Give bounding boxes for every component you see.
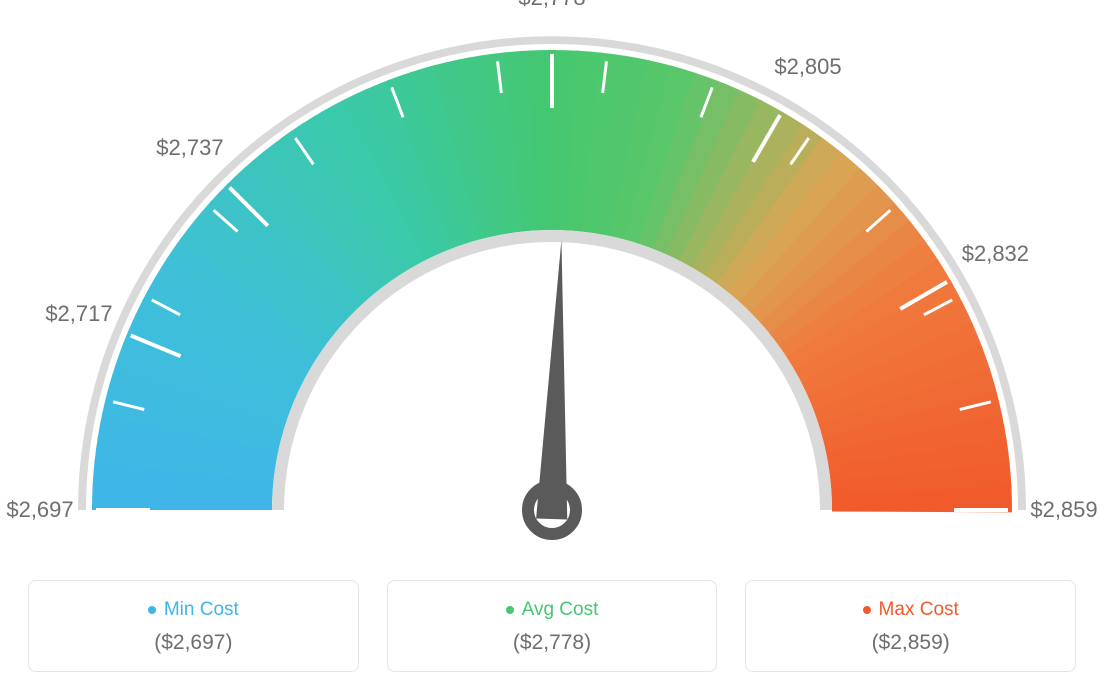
max-cost-title: Max Cost <box>766 599 1055 621</box>
gauge-tick-label: $2,778 <box>518 0 585 11</box>
summary-cards: Min Cost ($2,697) Avg Cost ($2,778) Max … <box>0 580 1104 672</box>
gauge-tick-label: $2,859 <box>1030 497 1097 523</box>
min-cost-card: Min Cost ($2,697) <box>28 580 359 672</box>
gauge-tick-label: $2,805 <box>774 54 841 80</box>
gauge-svg <box>0 0 1104 560</box>
min-cost-value: ($2,697) <box>49 631 338 655</box>
avg-dot-icon <box>506 606 514 614</box>
avg-cost-label: Avg Cost <box>522 599 599 621</box>
gauge-tick-label: $2,832 <box>962 241 1029 267</box>
min-cost-title: Min Cost <box>49 599 338 621</box>
max-dot-icon <box>863 606 871 614</box>
avg-cost-value: ($2,778) <box>408 631 697 655</box>
avg-cost-card: Avg Cost ($2,778) <box>387 580 718 672</box>
gauge-tick-label: $2,717 <box>45 301 112 327</box>
gauge-tick-label: $2,737 <box>156 135 223 161</box>
gauge-tick-label: $2,697 <box>6 497 73 523</box>
max-cost-card: Max Cost ($2,859) <box>745 580 1076 672</box>
min-dot-icon <box>148 606 156 614</box>
min-cost-label: Min Cost <box>164 599 239 621</box>
gauge-chart: $2,697 $2,717 $2,737 $2,778 $2,805 $2,832 $2,8… <box>0 0 1104 560</box>
max-cost-value: ($2,859) <box>766 631 1055 655</box>
max-cost-label: Max Cost <box>879 599 959 621</box>
avg-cost-title: Avg Cost <box>408 599 697 621</box>
